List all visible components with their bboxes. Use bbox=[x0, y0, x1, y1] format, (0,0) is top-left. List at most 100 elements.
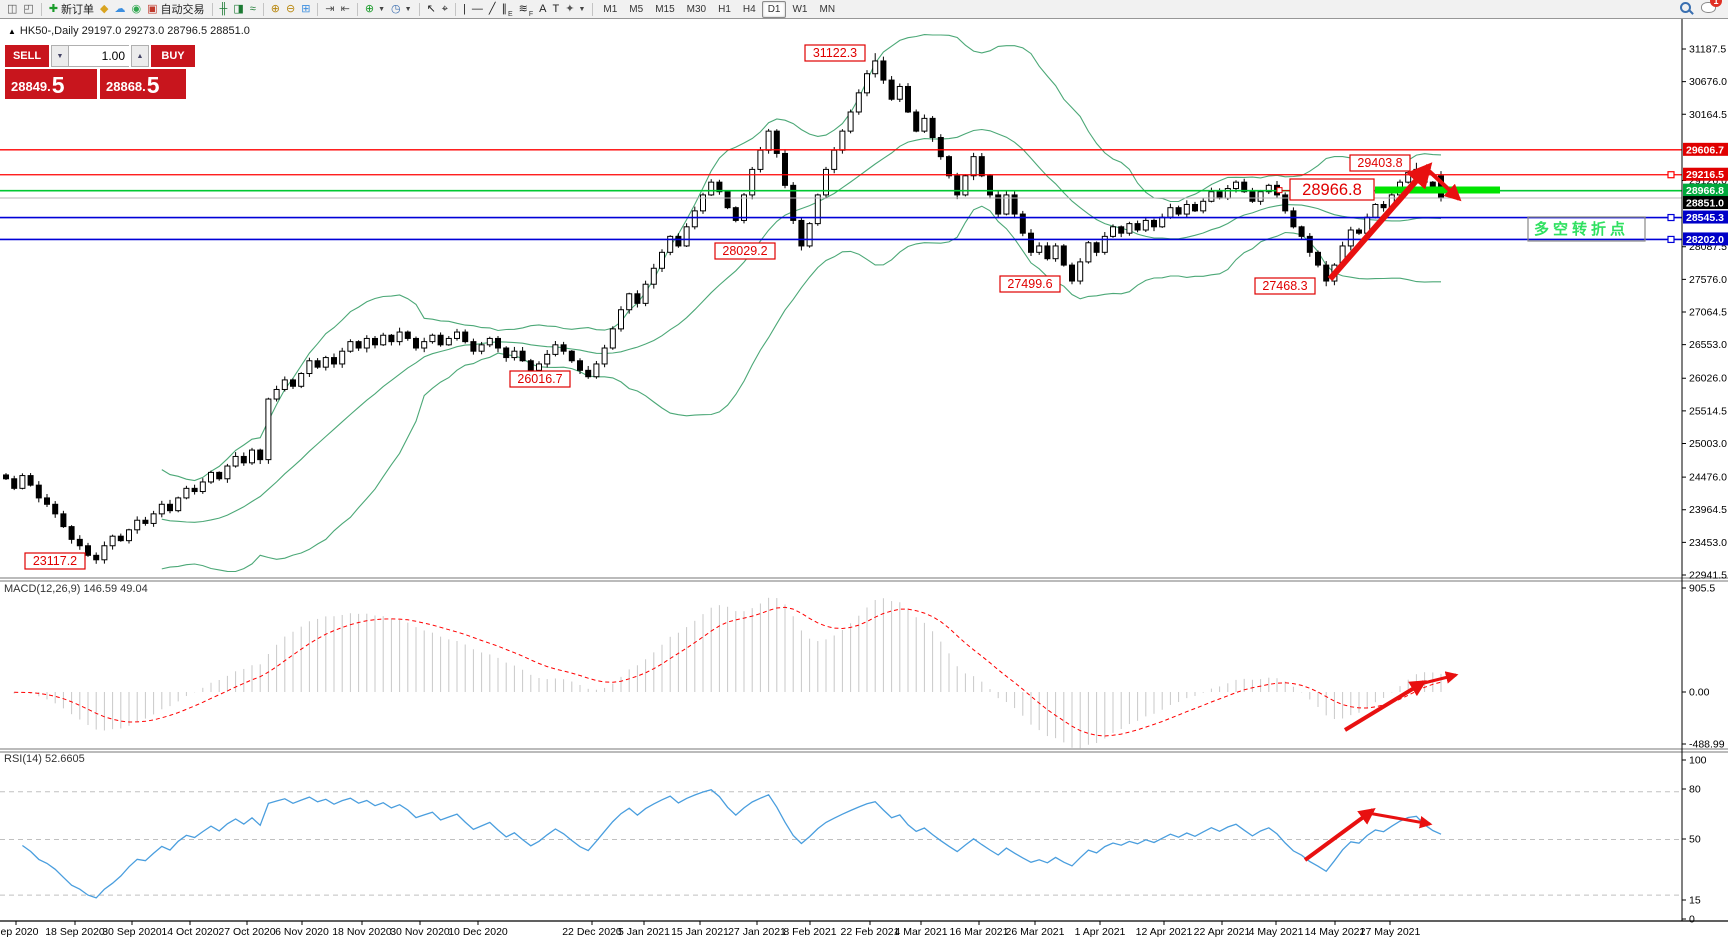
gold-ingot-icon[interactable]: ◆ bbox=[97, 1, 111, 18]
price-annotation-text[interactable]: 28966.8 bbox=[1302, 181, 1362, 199]
price-annotation-text[interactable]: 31122.3 bbox=[813, 46, 857, 60]
candle-body bbox=[568, 350, 575, 362]
timeframe-m1[interactable]: M1 bbox=[603, 3, 618, 15]
timeframe-w1[interactable]: W1 bbox=[792, 3, 808, 15]
candle-body bbox=[52, 503, 59, 515]
lot-decrease-button[interactable]: ▼ bbox=[51, 45, 69, 67]
note-box[interactable] bbox=[1527, 216, 1646, 242]
trend-arrow[interactable] bbox=[1367, 811, 1433, 829]
candle-body bbox=[1216, 191, 1223, 199]
dropdown-caret-icon: ▼ bbox=[404, 5, 412, 13]
timeframe-h4[interactable]: H4 bbox=[742, 3, 756, 15]
line-drag-handle[interactable] bbox=[1667, 235, 1675, 244]
profile-window-icon[interactable]: ◰ bbox=[20, 1, 36, 18]
candle-body bbox=[773, 130, 780, 154]
price-annotation-text[interactable]: 27468.3 bbox=[1262, 279, 1307, 293]
zoom-out-icon[interactable]: ⊖ bbox=[283, 1, 298, 18]
tile-windows-icon[interactable]: ⊞ bbox=[298, 1, 313, 18]
timeframe-d1[interactable]: D1 bbox=[761, 0, 787, 18]
candle-body bbox=[380, 334, 387, 346]
chart-shift-icon[interactable]: ⇤ bbox=[338, 1, 353, 18]
trend-arrow[interactable] bbox=[1327, 162, 1433, 281]
timeframe-m15[interactable]: M15 bbox=[655, 3, 675, 15]
price-annotation-box[interactable] bbox=[509, 370, 571, 388]
candle-body bbox=[872, 60, 879, 75]
candle-body bbox=[142, 519, 149, 524]
candlestick-chart-icon[interactable]: ◨ bbox=[230, 1, 246, 18]
horizontal-line-tool[interactable]: — bbox=[469, 1, 486, 18]
date-label: 18 Nov 2020 bbox=[332, 926, 392, 938]
candle-body bbox=[232, 455, 239, 467]
candle-body bbox=[462, 331, 469, 343]
price-tag-label: 28966.8 bbox=[1686, 185, 1724, 197]
line-drag-handle[interactable] bbox=[1667, 213, 1675, 222]
trend-arrow[interactable] bbox=[1303, 808, 1376, 862]
price-annotation-text[interactable]: 29403.8 bbox=[1357, 156, 1402, 170]
note-box-text[interactable]: 多空转折点 bbox=[1534, 220, 1629, 238]
text-tool[interactable]: A bbox=[536, 1, 549, 18]
mql5-community-icon[interactable]: ☁ bbox=[112, 1, 129, 18]
new-order-button[interactable]: ✚ 新订单 bbox=[46, 1, 97, 18]
price-annotation-text[interactable]: 28029.2 bbox=[722, 244, 767, 258]
add-indicator-button[interactable]: ⊕ ▼ bbox=[362, 1, 388, 18]
trend-arrow[interactable] bbox=[1419, 671, 1459, 686]
candle-body bbox=[823, 168, 829, 196]
candle-body bbox=[495, 337, 501, 349]
lot-increase-button[interactable]: ▲ bbox=[131, 45, 149, 67]
date-label: 27 Oct 2020 bbox=[218, 926, 275, 938]
add-indicator-glyph: ⊕ bbox=[364, 2, 375, 15]
line-drag-handle[interactable] bbox=[1667, 171, 1675, 179]
candle-body bbox=[519, 350, 526, 362]
period-button[interactable]: ◷ ▼ bbox=[388, 1, 415, 18]
candle-body bbox=[708, 181, 715, 196]
timeframe-mn[interactable]: MN bbox=[819, 3, 836, 15]
candle-body bbox=[1208, 191, 1215, 202]
sell-button[interactable]: SELL bbox=[5, 45, 49, 67]
price-annotation-box[interactable] bbox=[804, 44, 866, 62]
chart-window-icon[interactable]: ◫ bbox=[4, 1, 20, 18]
fibonacci-tool[interactable]: ≋ F bbox=[516, 1, 537, 18]
signals-icon[interactable]: ◉ bbox=[129, 1, 145, 18]
cursor-tool[interactable]: ↖ bbox=[424, 1, 439, 18]
label-tool[interactable]: T bbox=[549, 1, 562, 18]
price-annotation-box[interactable] bbox=[999, 275, 1061, 293]
lot-size-input[interactable]: 1.00 bbox=[69, 45, 129, 67]
candle-body bbox=[331, 357, 337, 365]
price-tag-label: 28545.3 bbox=[1686, 212, 1724, 224]
timeframe-m30[interactable]: M30 bbox=[686, 3, 707, 15]
trend-arrow[interactable] bbox=[1343, 680, 1427, 732]
bar-chart-icon[interactable]: ╫ bbox=[217, 1, 231, 18]
macd-tick-label: 905.5 bbox=[1689, 583, 1715, 595]
channel-tool[interactable]: ∥ E bbox=[498, 1, 515, 18]
crosshair-tool[interactable]: ⌖ bbox=[439, 1, 451, 18]
timeframe-h1[interactable]: H1 bbox=[718, 3, 731, 15]
line-chart-icon[interactable]: ≈ bbox=[247, 1, 259, 18]
green-highlight-zone[interactable] bbox=[1375, 186, 1500, 194]
search-icon[interactable] bbox=[1680, 0, 1694, 18]
timeframe-m5[interactable]: M5 bbox=[629, 3, 644, 15]
price-annotation-box[interactable] bbox=[1289, 178, 1375, 201]
buy-button[interactable]: BUY bbox=[151, 45, 195, 67]
candle-body bbox=[1167, 207, 1174, 218]
bar-chart-icon-glyph: ╫ bbox=[219, 2, 228, 15]
new-order-button-label: 新订单 bbox=[61, 4, 95, 16]
trend-arrow[interactable] bbox=[1426, 168, 1462, 202]
auto-scroll-icon[interactable]: ⇥ bbox=[322, 1, 337, 18]
buy-price[interactable]: 28868. 5 bbox=[100, 69, 186, 99]
vertical-line-tool[interactable]: | bbox=[460, 1, 469, 18]
shapes-tool[interactable]: ✦ ▼ bbox=[562, 1, 588, 18]
price-annotation-text[interactable]: 26016.7 bbox=[517, 372, 562, 386]
sell-price[interactable]: 28849. 5 bbox=[5, 69, 97, 99]
price-annotation-box[interactable] bbox=[714, 242, 776, 260]
price-annotation-box[interactable] bbox=[24, 552, 86, 570]
annotation-anchor-handle[interactable] bbox=[1276, 187, 1283, 194]
price-annotation-box[interactable] bbox=[1254, 277, 1316, 295]
price-tag-label: 28851.0 bbox=[1686, 198, 1724, 210]
trendline-tool[interactable]: ╱ bbox=[486, 1, 499, 18]
chat-icon[interactable]: 1 bbox=[1701, 0, 1722, 18]
zoom-in-icon[interactable]: ⊕ bbox=[268, 1, 283, 18]
price-annotation-text[interactable]: 27499.6 bbox=[1007, 277, 1052, 291]
price-annotation-text[interactable]: 23117.2 bbox=[33, 554, 77, 568]
auto-trading-button[interactable]: ▣ 自动交易 bbox=[144, 1, 207, 18]
